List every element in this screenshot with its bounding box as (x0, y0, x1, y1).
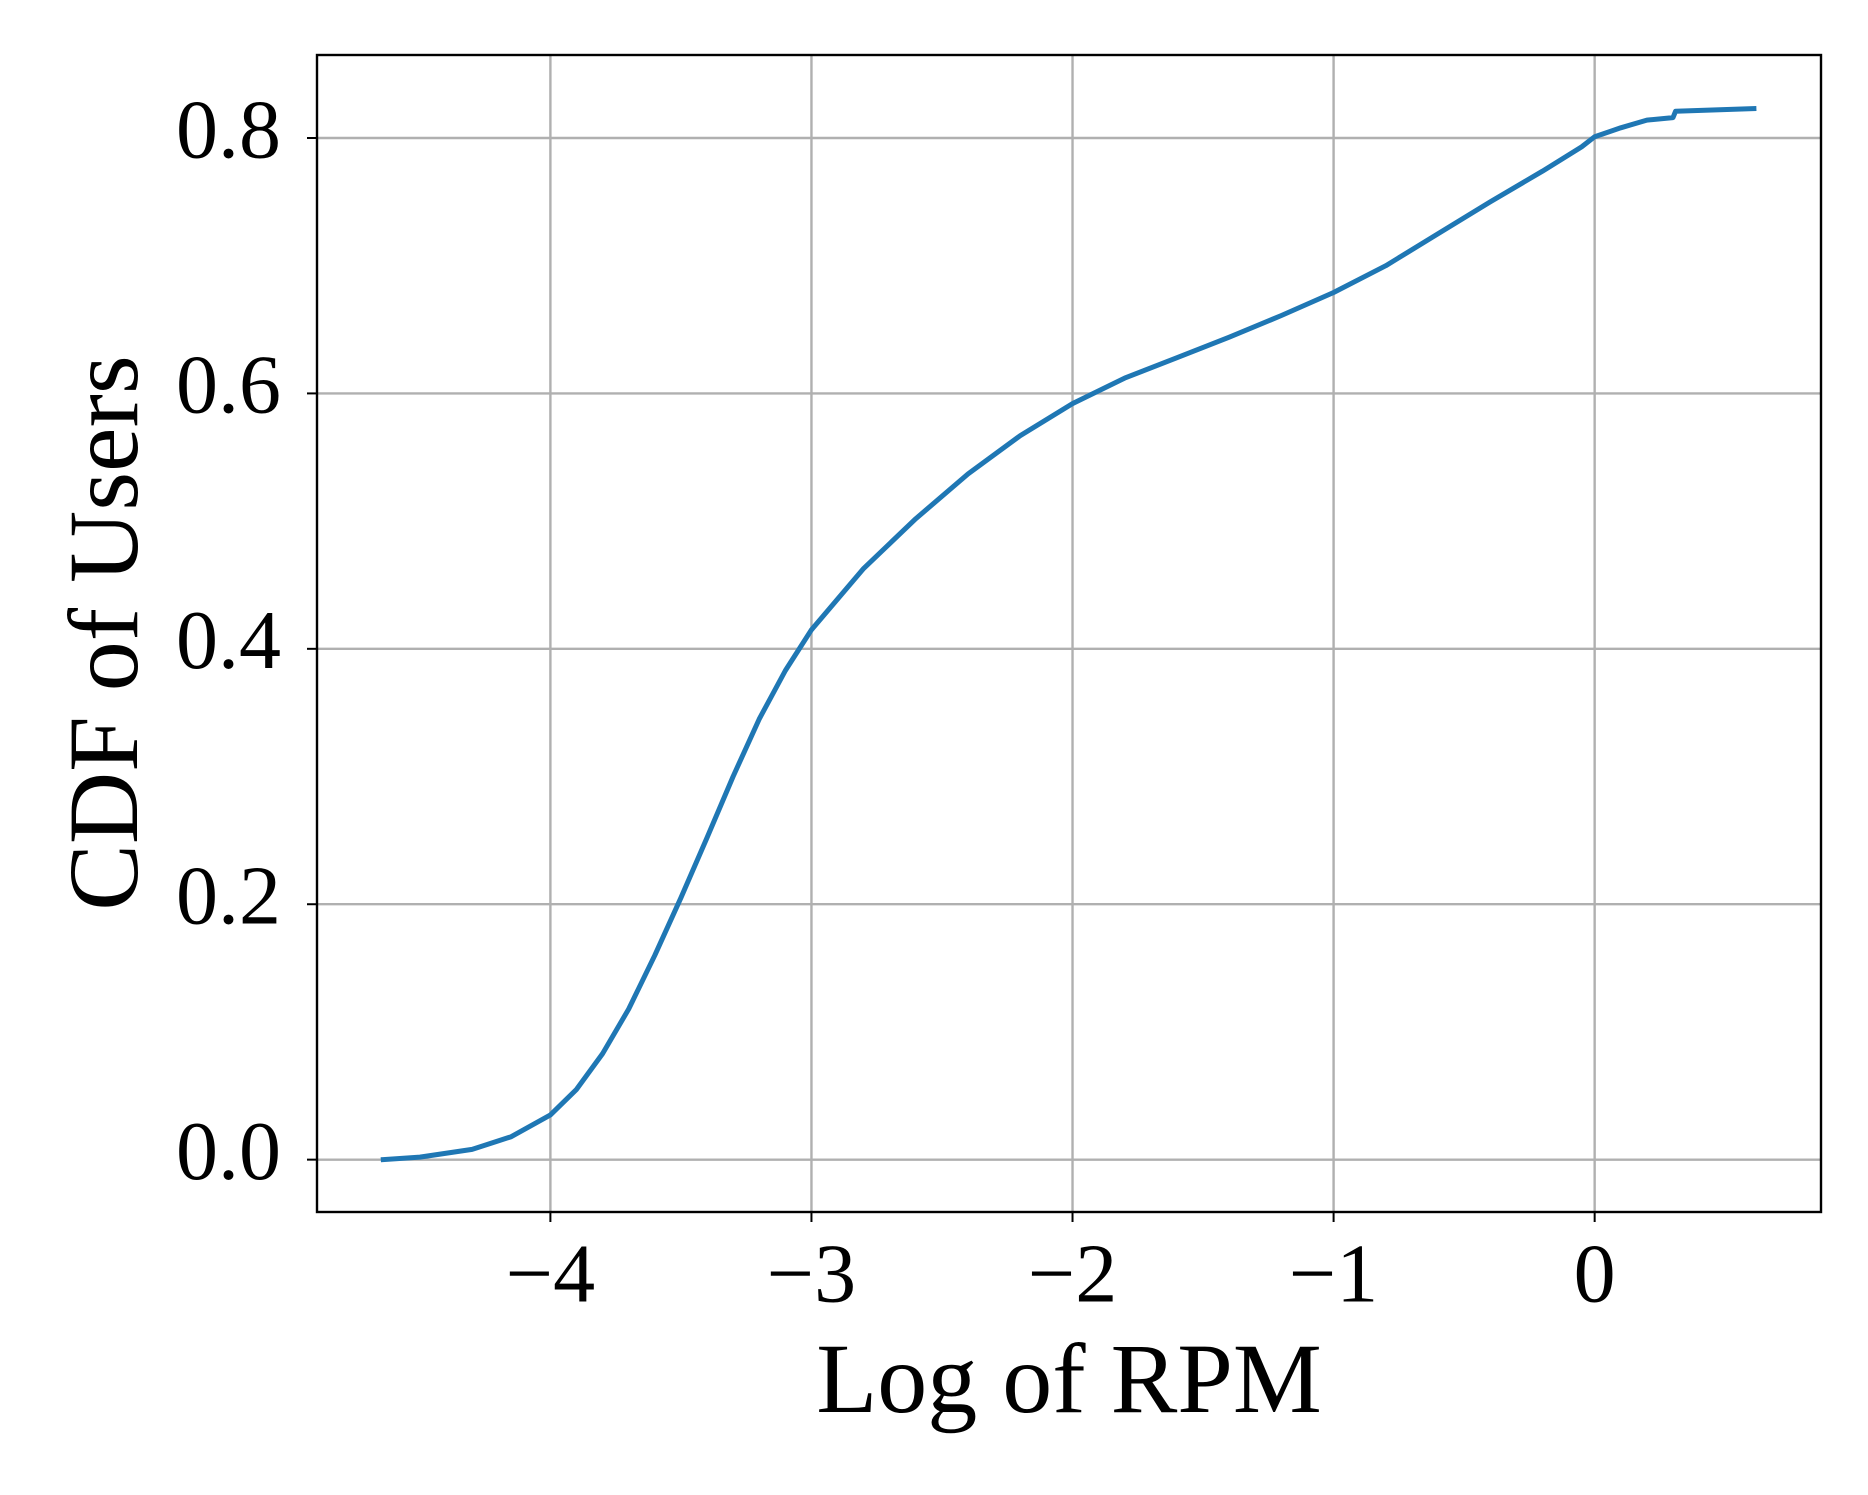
x-tick-label: −2 (1028, 1227, 1117, 1320)
x-axis-label: Log of RPM (816, 1323, 1322, 1434)
x-tick-label: 0 (1574, 1227, 1616, 1320)
x-tick-label: −1 (1289, 1227, 1378, 1320)
y-tick-label: 0.0 (176, 1105, 281, 1198)
y-axis-label: CDF of Users (48, 355, 159, 911)
x-tick-label: −4 (506, 1227, 595, 1320)
y-tick-label: 0.8 (176, 83, 281, 176)
y-tick-label: 0.4 (176, 594, 281, 687)
y-tick-label: 0.6 (176, 339, 281, 432)
data-line (380, 106, 1757, 1163)
y-tick-label: 0.2 (176, 850, 281, 943)
plot-frame (315, 53, 1823, 1214)
x-tick-label: −3 (767, 1227, 856, 1320)
